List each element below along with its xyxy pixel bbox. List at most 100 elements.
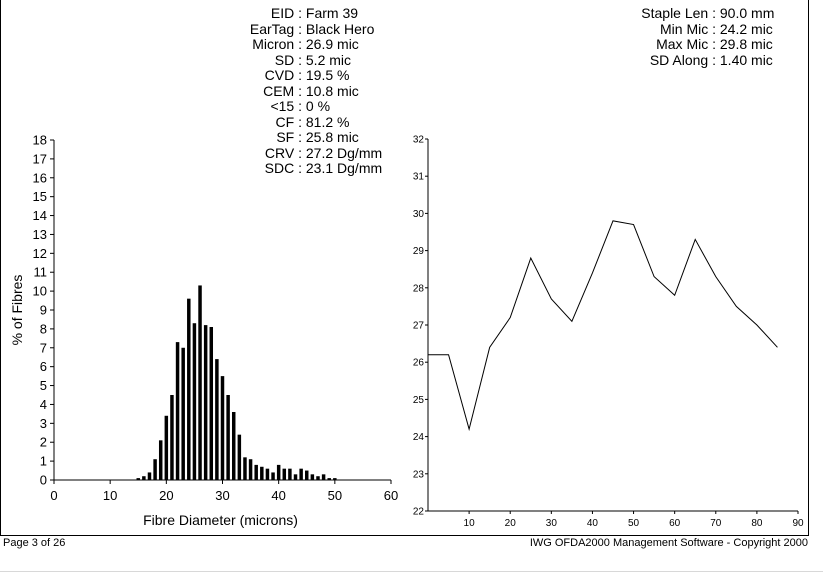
line-chart-y-tick-label: 25	[413, 395, 425, 406]
stat-sd-along: SD Along : 1.40 mic	[620, 51, 800, 69]
staple-stats-panel: Staple Len : 90.0 mm Min Mic : 24.2 mic …	[620, 5, 800, 69]
histogram-y-tick-label: 7	[40, 340, 47, 355]
line-chart-y-tick-label: 30	[413, 209, 425, 220]
histogram-x-tick-label: 20	[159, 488, 173, 503]
line-chart-y-tick-label: 27	[413, 321, 425, 332]
histogram-x-tick-label: 50	[328, 488, 342, 503]
line-chart-y-tick-label: 29	[413, 246, 425, 257]
histogram-bar	[231, 412, 236, 480]
line-chart-x-tick-label: 30	[546, 518, 558, 529]
histogram-bar	[209, 327, 214, 480]
histogram-bar	[136, 478, 140, 480]
fleece-stats-panel: EID : Farm 39 EarTag : Black Hero Micron…	[230, 5, 426, 177]
line-chart-x-tick-label: 90	[792, 518, 804, 529]
stat-value: 24.2 mic	[719, 20, 773, 37]
line-chart-y-tick-label: 23	[413, 469, 425, 480]
histogram-bar	[198, 285, 202, 480]
micron-profile-line	[428, 220, 778, 432]
stat-label: CVD :	[264, 67, 302, 83]
stat-label: Max Mic :	[656, 36, 716, 52]
histogram-bar	[192, 323, 197, 480]
histogram-y-tick-label: 2	[40, 435, 47, 450]
stat-eid: EID : Farm 39	[230, 5, 426, 22]
histogram-bar	[316, 476, 320, 480]
histogram-y-tick-label: 11	[34, 265, 48, 280]
histogram-y-tick-label: 10	[33, 284, 47, 299]
page-number: Page 3 of 26	[3, 537, 66, 549]
stat-label: SF :	[276, 129, 302, 145]
histogram-bar	[248, 459, 253, 480]
histogram-bar	[293, 474, 298, 480]
histogram-bar	[187, 298, 191, 480]
line-chart-x-tick-label: 20	[505, 518, 517, 529]
histogram-y-axis-label: % of Fibres	[9, 275, 25, 346]
stat-label: Micron :	[252, 36, 302, 52]
stat-cvd: CVD : 19.5 %	[230, 67, 426, 84]
line-chart-y-tick-label: 32	[413, 135, 425, 146]
stat-value: 23.1 Dg/mm	[305, 160, 383, 176]
stat-label: Staple Len :	[641, 5, 716, 21]
line-chart-x-tick-label: 50	[628, 518, 640, 529]
histogram-y-tick-label: 14	[33, 208, 47, 223]
histogram-y-tick-label: 18	[33, 133, 47, 148]
stat-value: 90.0 mm	[719, 5, 775, 21]
stat-label: CRV :	[264, 144, 302, 161]
histogram-bar	[276, 464, 281, 480]
histogram-y-tick-label: 15	[33, 189, 47, 204]
stat-cem: CEM : 10.8 mic	[230, 83, 426, 100]
histogram-bar	[215, 359, 219, 480]
histogram-bar	[170, 395, 174, 480]
stat-label: SD :	[274, 51, 302, 68]
stat-value: 27.2 Dg/mm	[305, 144, 383, 161]
stat-label: EID :	[270, 5, 302, 21]
histogram-bar	[254, 464, 258, 480]
histogram-bar	[220, 376, 225, 480]
line-chart-x-tick-label: 60	[669, 518, 681, 529]
histogram-x-tick-label: 0	[50, 488, 57, 503]
histogram-bar	[288, 468, 292, 480]
histogram-bar	[142, 476, 146, 480]
stat-value: Farm 39	[305, 5, 359, 21]
histogram-y-tick-label: 4	[40, 397, 47, 412]
micron-along-staple-chart: 22 23 24 25 26 27 28 29 30 31 32 10 20 30 40 50 60 70 80 90	[413, 135, 804, 530]
histogram-bar	[321, 474, 326, 480]
stat-max-mic: Max Mic : 29.8 mic	[620, 36, 800, 53]
stat-cf: CF : 81.2 %	[230, 113, 426, 131]
stat-value: 5.2 mic	[305, 51, 352, 68]
line-chart-x-tick-label: 10	[464, 518, 476, 529]
stat-label: <15 :	[270, 98, 302, 114]
window-bottom-divider	[0, 571, 823, 572]
histogram-bar	[271, 472, 275, 480]
stat-value: 19.5 %	[305, 67, 350, 83]
stat-label: CF :	[275, 113, 302, 130]
histogram-bar	[310, 474, 315, 480]
histogram-y-tick-label: 9	[40, 303, 47, 318]
stat-staple-len: Staple Len : 90.0 mm	[620, 5, 800, 22]
histogram-bar	[260, 466, 264, 480]
histogram-bar	[299, 468, 303, 480]
histogram-bar	[158, 440, 163, 480]
line-chart-y-tick-label: 22	[413, 507, 425, 518]
histogram-bar	[181, 347, 185, 480]
histogram-bar	[265, 468, 270, 480]
stat-under-15: <15 : 0 %	[230, 98, 426, 115]
histogram-bar	[175, 342, 180, 480]
histogram-bar	[282, 468, 287, 480]
histogram-y-tick-label: 13	[33, 227, 47, 242]
histogram-y-tick-label: 5	[40, 378, 47, 393]
line-chart-y-tick-label: 24	[413, 432, 425, 443]
stat-value: 1.40 mic	[719, 51, 773, 68]
stat-value: 25.8 mic	[305, 129, 359, 145]
histogram-x-tick-label: 40	[271, 488, 285, 503]
stat-sdc: SDC : 23.1 Dg/mm	[230, 160, 426, 177]
histogram-bar	[327, 478, 331, 480]
histogram-y-tick-label: 6	[40, 359, 47, 374]
stat-eartag: EarTag : Black Hero	[230, 21, 426, 38]
stat-sf: SF : 25.8 mic	[230, 129, 426, 146]
histogram-x-tick-label: 30	[215, 488, 229, 503]
histogram-y-tick-label: 3	[40, 416, 47, 431]
histogram-bar	[237, 434, 242, 480]
histogram-x-tick-label: 10	[103, 488, 117, 503]
stat-micron: Micron : 26.9 mic	[230, 36, 426, 53]
